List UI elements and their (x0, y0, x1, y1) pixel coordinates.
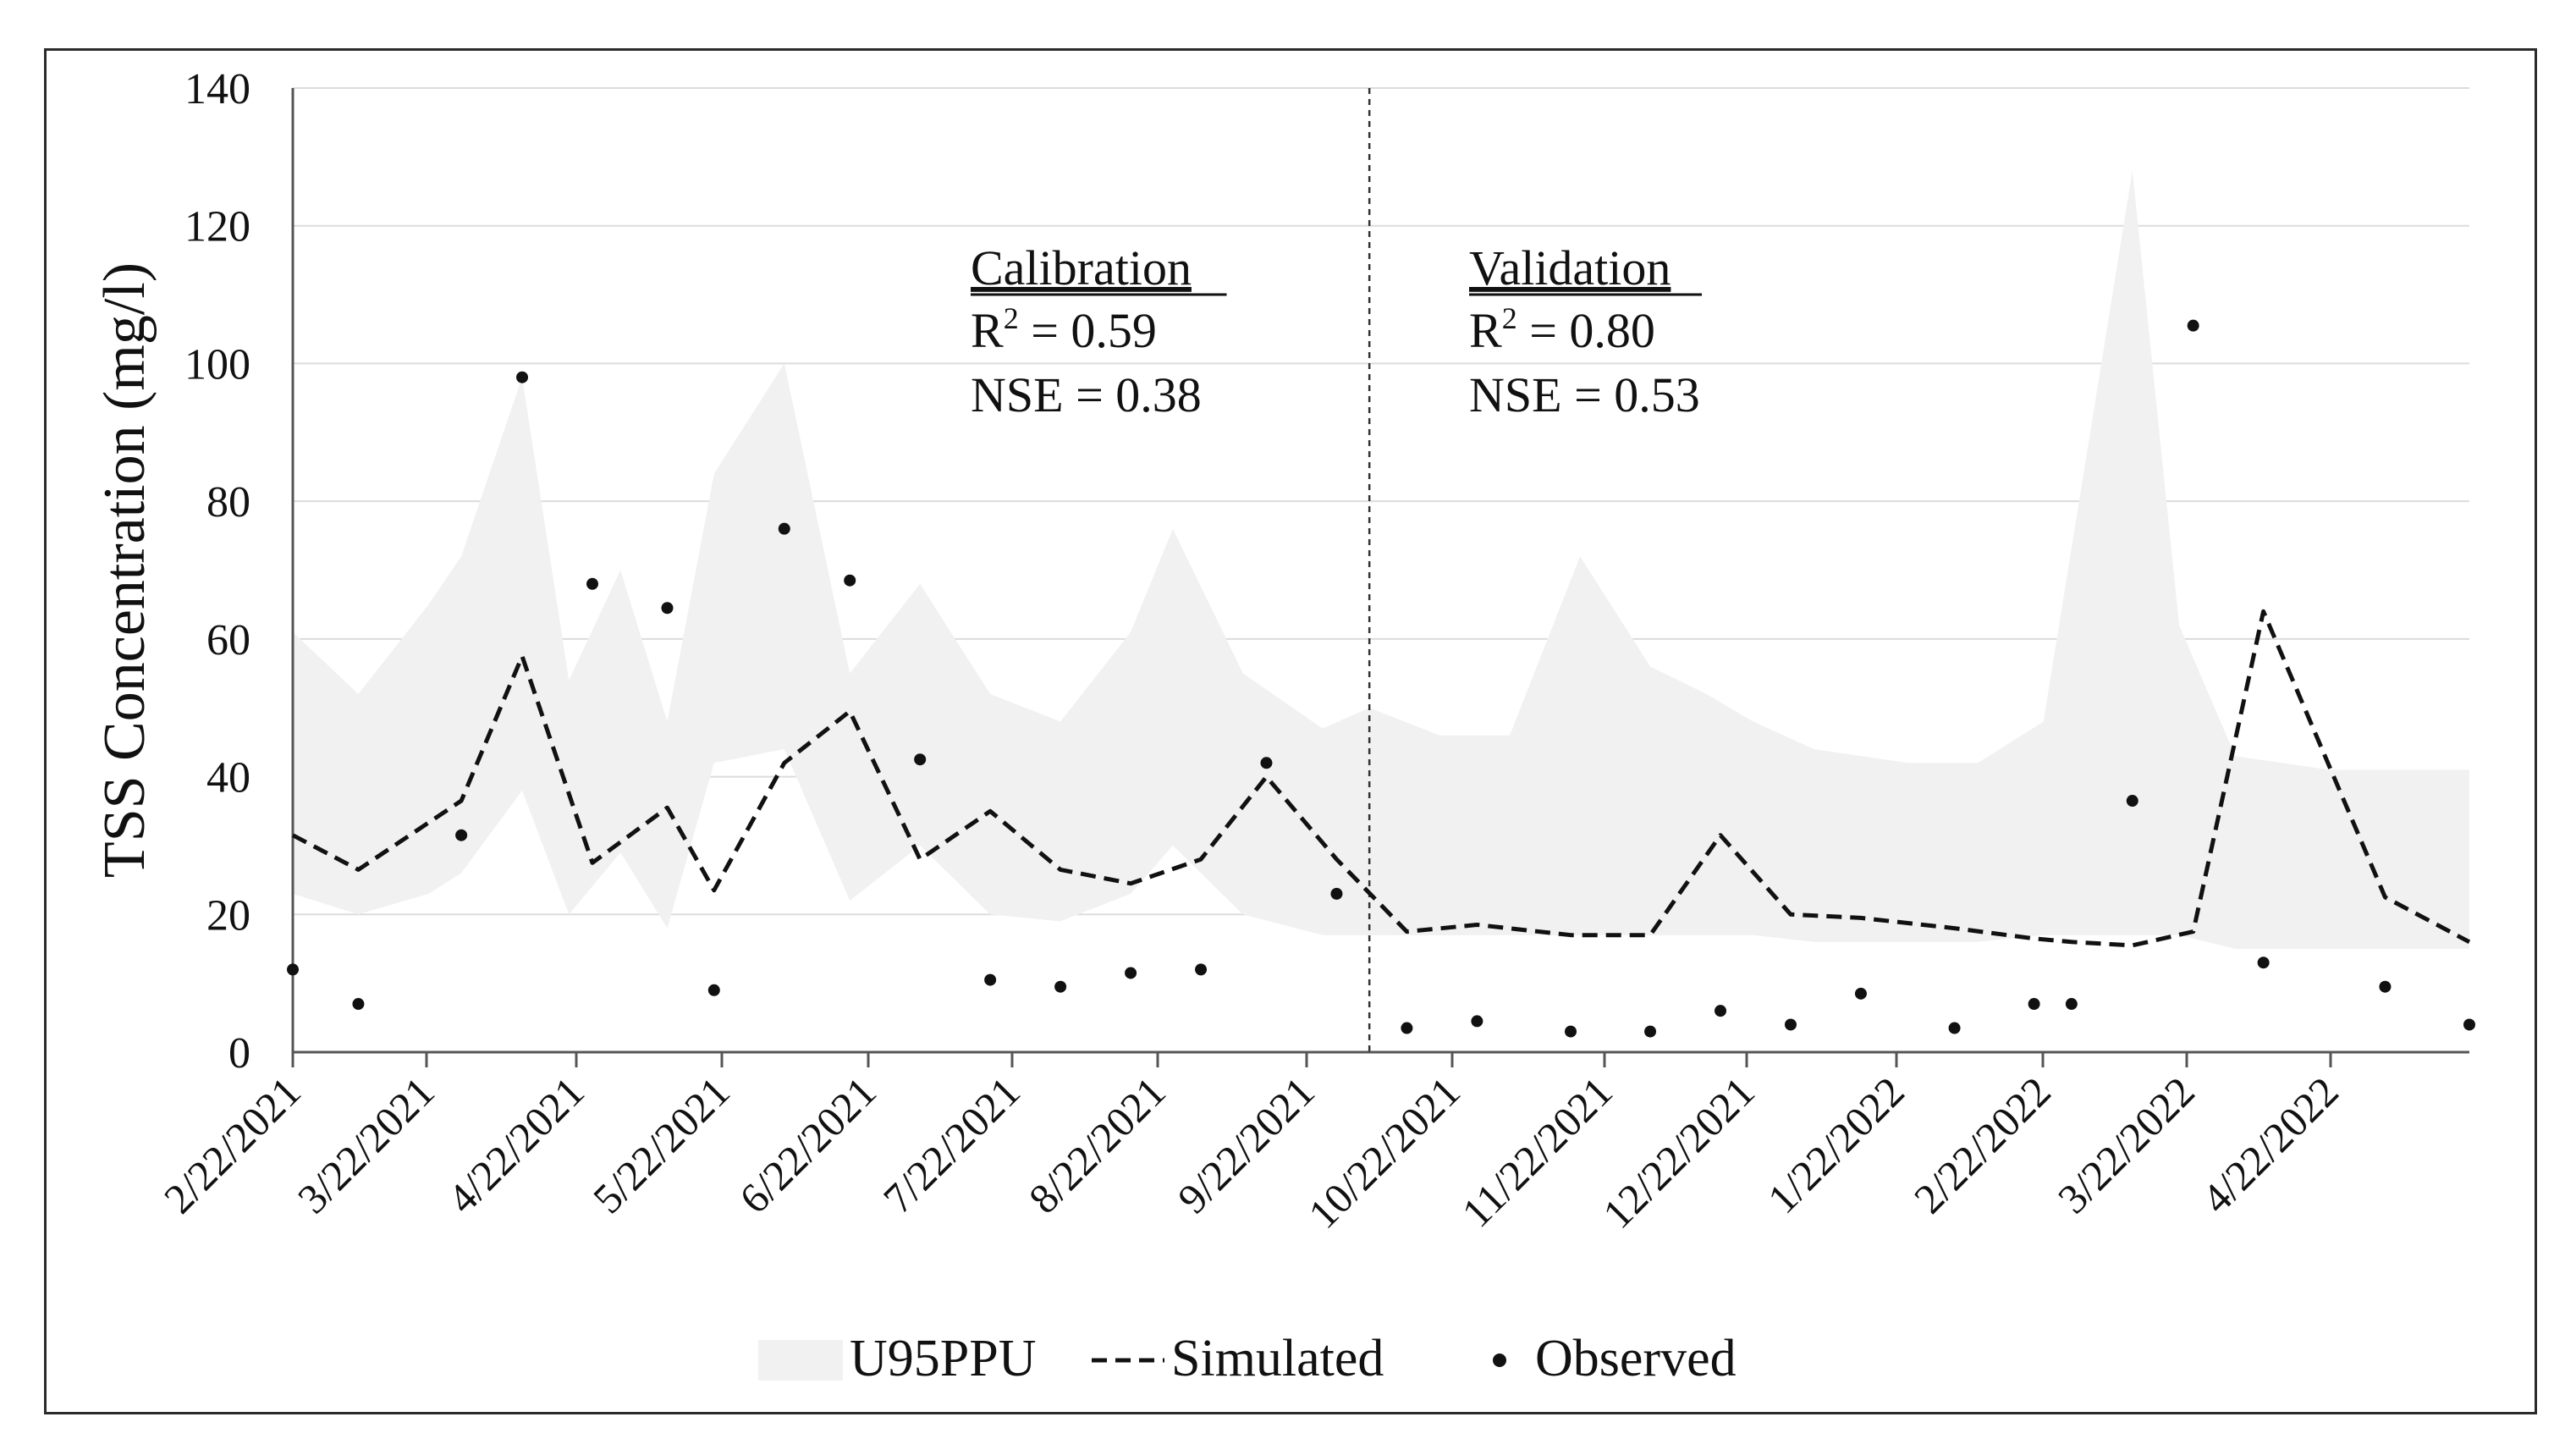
annotation-validation: Validation R2 = 0.80 NSE = 0.53 (1469, 240, 1702, 422)
observed-point-20 (1715, 1005, 1727, 1017)
annotation-heading: Calibration (971, 240, 1192, 295)
observed-point-9 (914, 753, 927, 766)
observed-point-29 (2379, 980, 2392, 993)
observed-point-11 (1054, 980, 1067, 993)
legend-label-observed: Observed (1535, 1330, 1737, 1387)
observed-point-2 (455, 829, 468, 841)
observed-point-18 (1565, 1025, 1577, 1038)
observed-point-21 (1784, 1018, 1797, 1031)
x-tick-label-0: 2/22/2021 (155, 1067, 310, 1222)
observed-point-28 (2257, 957, 2270, 969)
observed-point-3 (516, 371, 529, 383)
x-tick-label-2: 4/22/2021 (438, 1067, 593, 1222)
x-tick-label-1: 3/22/2021 (289, 1067, 443, 1222)
observed-point-13 (1195, 963, 1208, 976)
x-tick-label-4: 6/22/2021 (730, 1067, 885, 1222)
y-tick-label-20: 20 (206, 891, 250, 940)
u95ppu-band (293, 170, 2469, 950)
observed-point-4 (586, 577, 598, 590)
legend-label-simulated: Simulated (1171, 1330, 1384, 1387)
observed-point-14 (1260, 757, 1273, 769)
y-axis-title: TSS Concentration (mg/l) (92, 262, 157, 878)
y-tick-label-100: 100 (184, 340, 250, 389)
y-tick-label-80: 80 (206, 478, 250, 527)
observed-point-6 (707, 984, 720, 996)
simulated-line (291, 609, 2471, 948)
legend-swatch-u95ppu (758, 1340, 843, 1381)
observed-point-22 (1854, 987, 1867, 1000)
annotation-r2: R2 = 0.80 (1469, 301, 1655, 358)
observed-point-10 (984, 973, 997, 986)
observed-point-7 (778, 522, 790, 535)
annotation-calibration: Calibration R2 = 0.59 NSE = 0.38 (971, 240, 1227, 422)
y-tick-label-140: 140 (184, 65, 250, 113)
observed-point-17 (1471, 1015, 1483, 1028)
observed-point-30 (2463, 1018, 2475, 1031)
observed-point-23 (1948, 1022, 1961, 1034)
chart-frame (44, 48, 2537, 1414)
observed-point-16 (1401, 1022, 1413, 1034)
observed-point-12 (1125, 967, 1137, 979)
observed-point-8 (844, 574, 856, 587)
legend-swatch-observed (1493, 1354, 1506, 1367)
annotation-nse: NSE = 0.53 (1469, 367, 1700, 422)
x-tick-label-10: 12/22/2021 (1593, 1067, 1764, 1238)
legend: U95PPU Simulated Observed (758, 1330, 1737, 1387)
x-tick-label-7: 9/22/2021 (1169, 1067, 1324, 1222)
observed-point-26 (2126, 795, 2138, 808)
x-tick-label-13: 3/22/2022 (2049, 1067, 2204, 1222)
y-tick-label-60: 60 (206, 616, 250, 664)
observed-point-24 (2028, 998, 2040, 1011)
annotation-heading: Validation (1469, 240, 1671, 295)
observed-point-15 (1330, 887, 1343, 900)
annotation-r2: R2 = 0.59 (971, 301, 1157, 358)
legend-label-u95ppu: U95PPU (850, 1330, 1037, 1387)
observed-point-27 (2187, 319, 2199, 332)
observed-point-0 (287, 963, 299, 976)
x-tick-label-14: 4/22/2022 (2193, 1067, 2348, 1222)
x-tick-label-3: 5/22/2021 (584, 1067, 739, 1222)
x-tick-label-9: 11/22/2021 (1452, 1067, 1621, 1236)
annotation-nse: NSE = 0.38 (971, 367, 1202, 422)
x-tick-label-11: 1/22/2022 (1759, 1067, 1913, 1222)
observed-point-25 (2065, 998, 2078, 1011)
y-tick-label-0: 0 (228, 1029, 250, 1078)
observed-point-19 (1644, 1025, 1657, 1038)
x-tick-label-5: 7/22/2021 (874, 1067, 1029, 1222)
x-tick-label-6: 8/22/2021 (1020, 1067, 1175, 1222)
x-tick-label-8: 10/22/2021 (1299, 1067, 1469, 1238)
observed-point-1 (352, 998, 365, 1011)
observed-point-5 (661, 602, 674, 615)
x-tick-label-12: 2/22/2022 (1905, 1067, 2060, 1222)
y-tick-label-40: 40 (206, 754, 250, 802)
y-tick-label-120: 120 (184, 203, 250, 251)
